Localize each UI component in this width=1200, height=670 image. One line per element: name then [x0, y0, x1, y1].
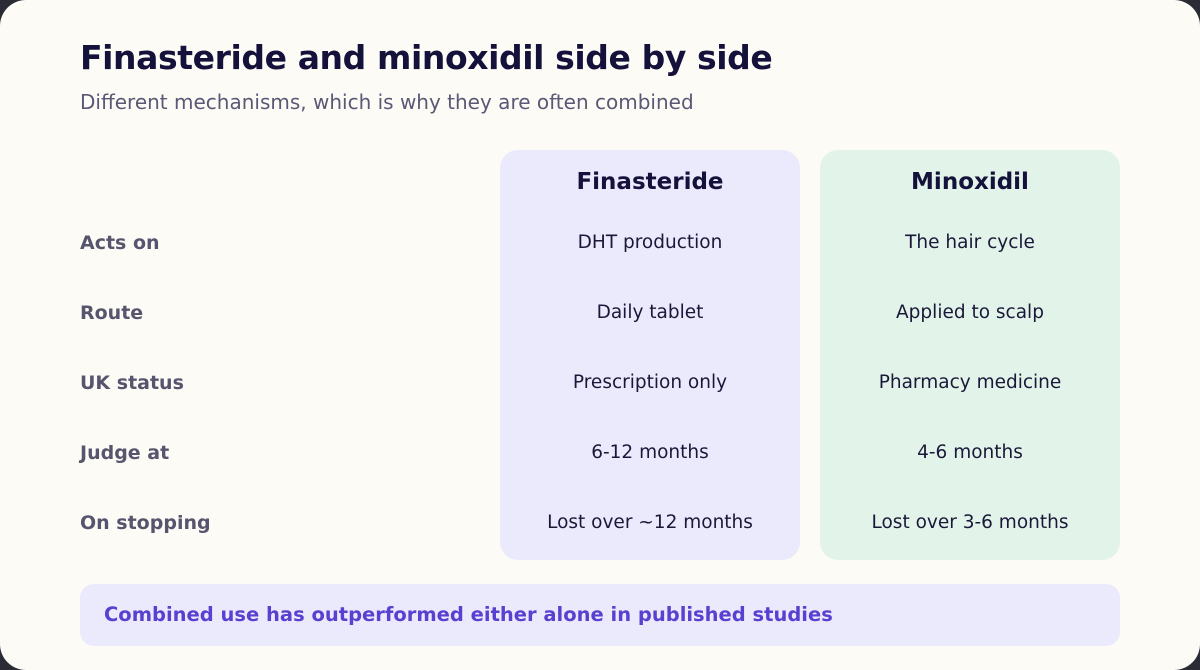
row-label-judge-at: Judge at [80, 442, 170, 464]
minoxidil-column-header: Minoxidil [911, 169, 1029, 195]
row-label-route: Route [80, 302, 144, 324]
minoxidil-on-stopping: Lost over 3-6 months [871, 512, 1069, 533]
minoxidil-judge-at: 4-6 months [917, 442, 1023, 463]
finasteride-acts-on: DHT production [577, 232, 723, 253]
minoxidil-route: Applied to scalp [896, 302, 1044, 323]
minoxidil-acts-on: The hair cycle [905, 232, 1035, 253]
finasteride-judge-at: 6-12 months [591, 442, 709, 463]
row-label-acts-on: Acts on [80, 232, 160, 254]
row-label-uk-status: UK status [80, 372, 184, 394]
minoxidil-column: Minoxidil [820, 150, 1120, 560]
finasteride-route: Daily tablet [596, 302, 704, 323]
finasteride-on-stopping: Lost over ~12 months [547, 512, 753, 533]
finasteride-uk-status: Prescription only [572, 372, 728, 393]
summary-callout-text: Combined use has outperformed either alo… [104, 603, 833, 626]
finasteride-column: Finasteride [500, 150, 800, 560]
row-label-on-stopping: On stopping [80, 512, 211, 534]
summary-callout: Combined use has outperformed either alo… [80, 584, 1120, 646]
page-subtitle: Different mechanisms, which is why they … [80, 90, 694, 114]
finasteride-column-header: Finasteride [576, 169, 724, 195]
page-title: Finasteride and minoxidil side by side [80, 38, 773, 77]
minoxidil-uk-status: Pharmacy medicine [878, 372, 1062, 393]
